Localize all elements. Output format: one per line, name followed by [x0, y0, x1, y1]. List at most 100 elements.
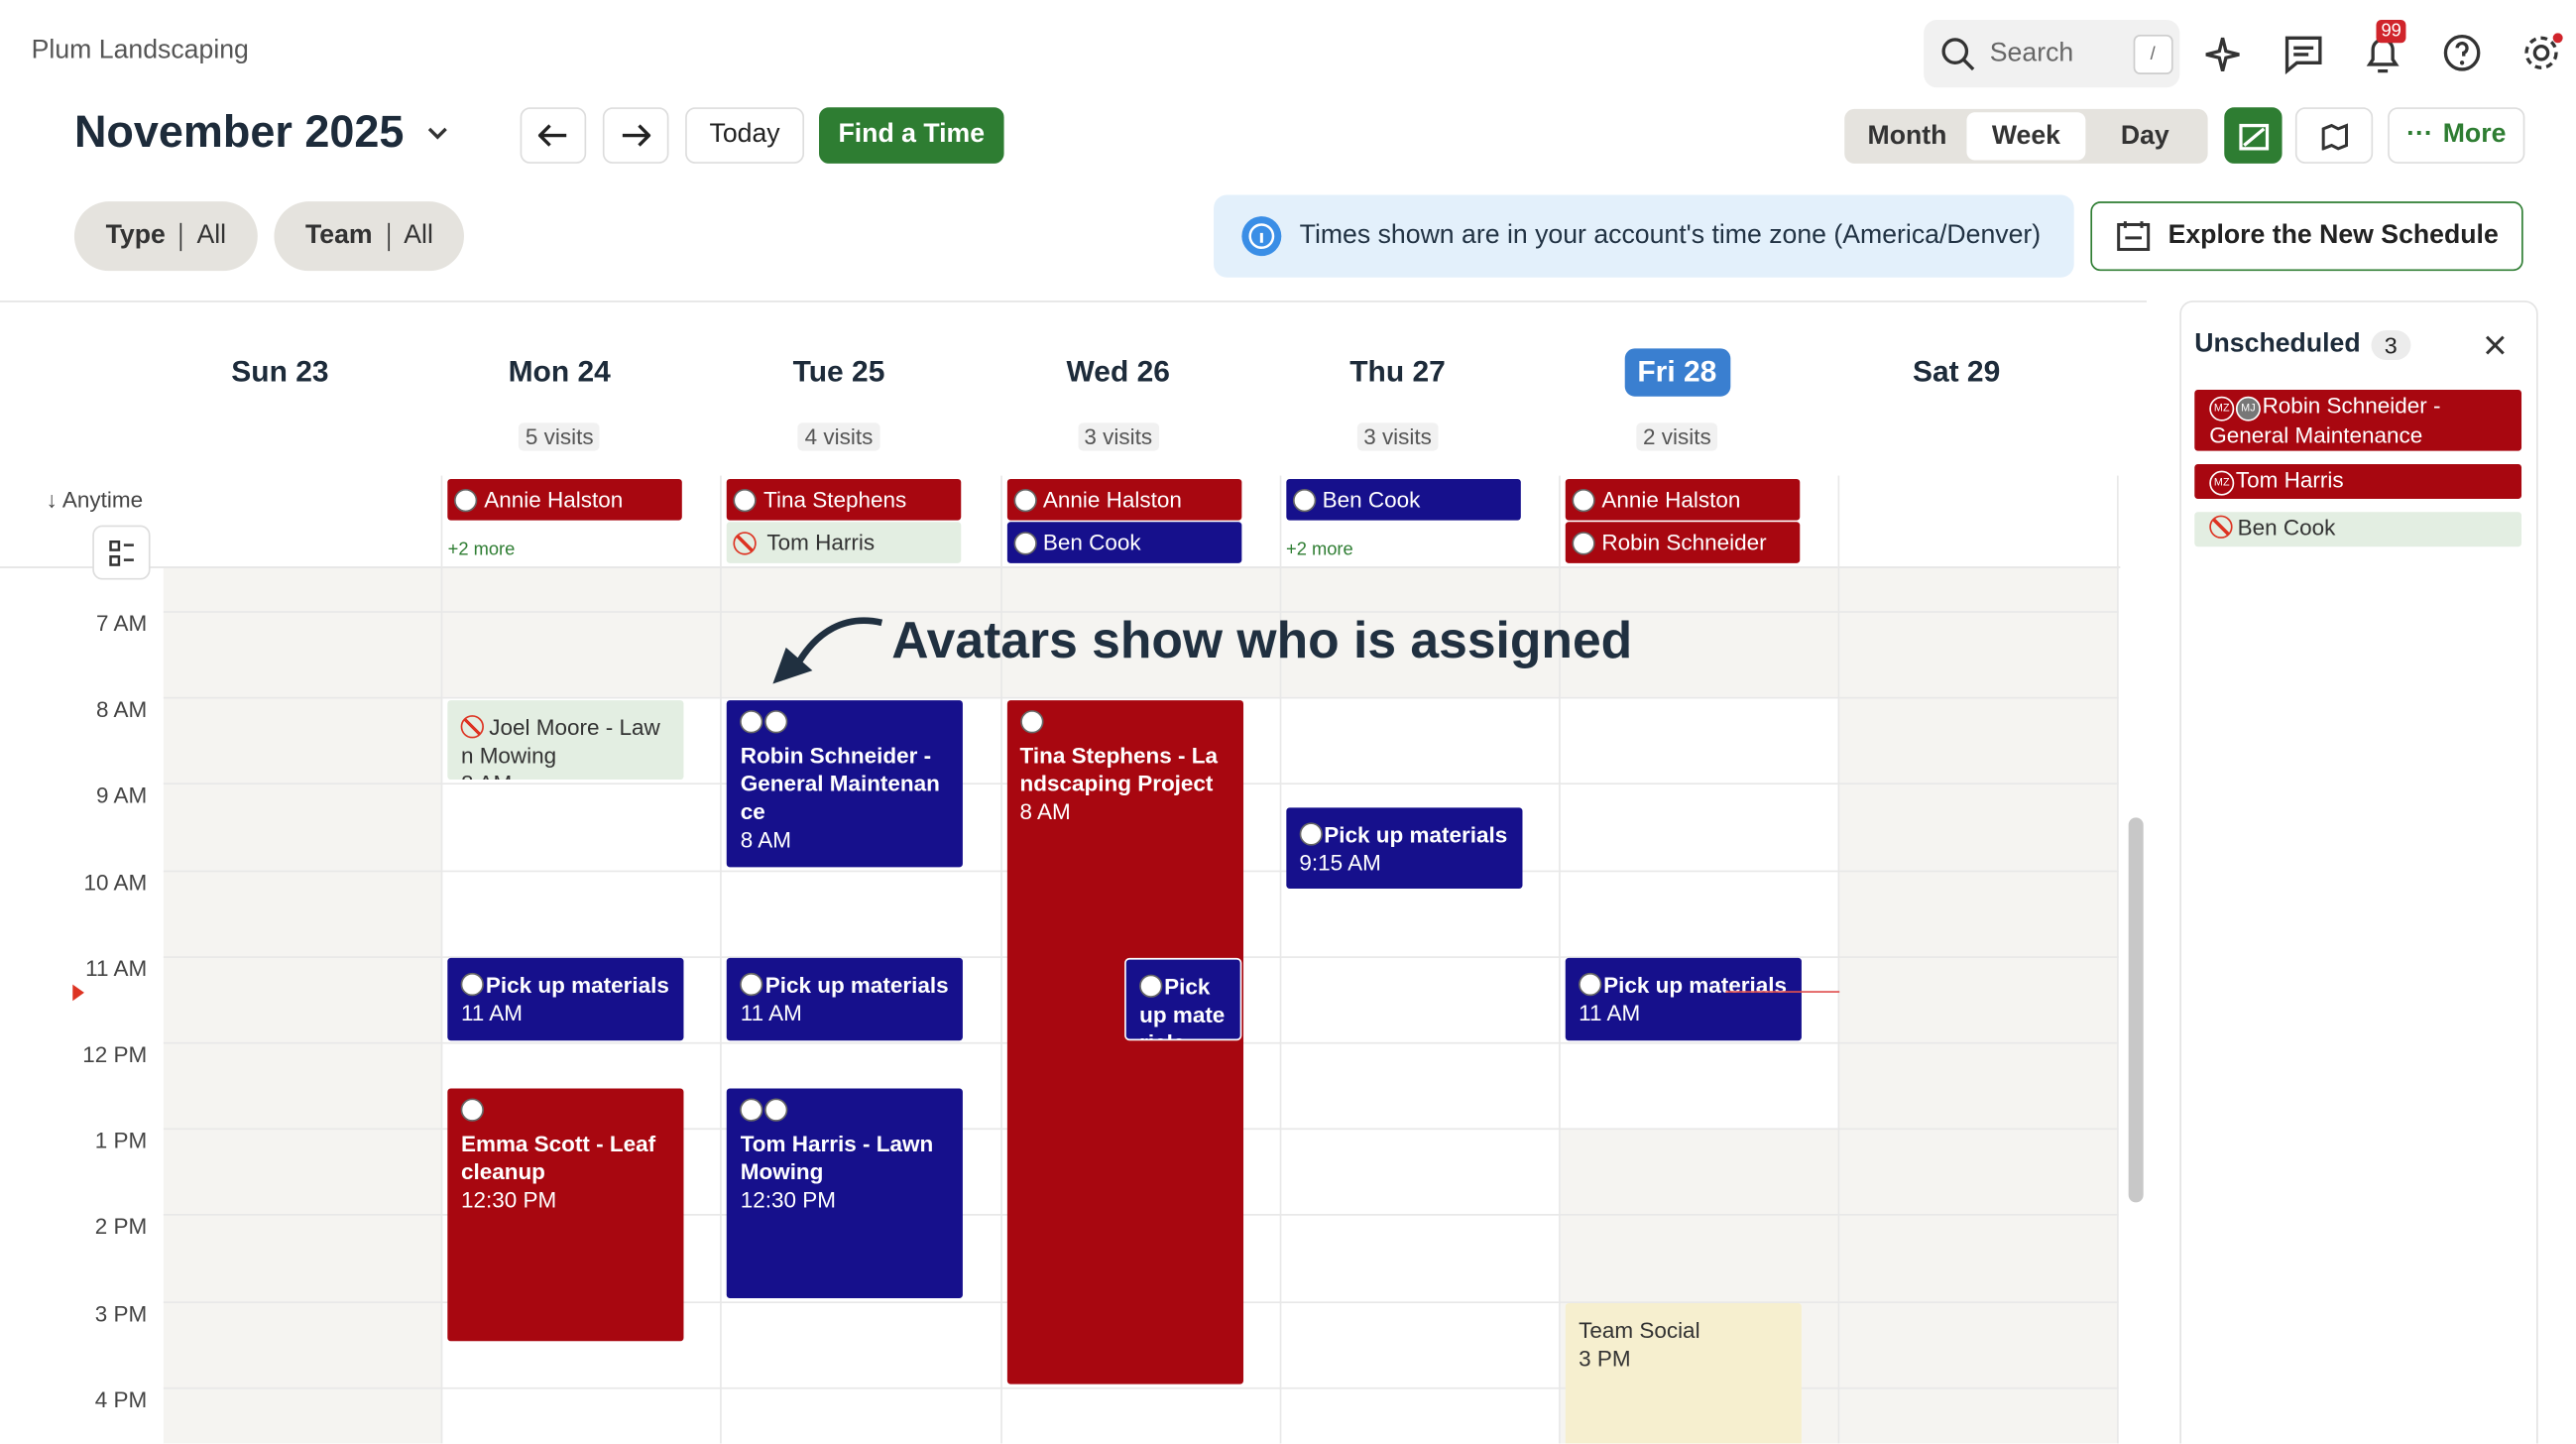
next-button[interactable]	[602, 107, 669, 164]
day-header[interactable]: Wed 26	[1019, 355, 1218, 390]
hour-label: 10 AM	[83, 869, 148, 895]
item-title: Tom Harris	[2235, 467, 2344, 493]
event-title: Annie Halston	[484, 487, 624, 513]
period-title[interactable]: November 2025	[74, 107, 447, 159]
messages-icon[interactable]	[2283, 33, 2325, 75]
day-line	[720, 475, 723, 1444]
view-option[interactable]: Week	[1966, 112, 2086, 161]
event-time: 8 AM	[461, 770, 671, 780]
event[interactable]: Tina Stephens - Landscaping Project 8 AM	[1006, 700, 1243, 1384]
day-header[interactable]: Thu 27	[1299, 355, 1497, 390]
anytime-event[interactable]: Annie Halston	[1006, 478, 1241, 521]
hour-label: 7 AM	[95, 611, 148, 637]
hour-line	[163, 611, 2120, 613]
event-time: 12:30 PM	[460, 1187, 557, 1213]
anytime-event[interactable]: Annie Halston	[1565, 478, 1801, 521]
scrollbar[interactable]	[2128, 817, 2144, 1203]
view-option[interactable]: Day	[2120, 121, 2169, 150]
timezone-note: Times shown are in your account's time z…	[1214, 194, 2074, 278]
filter-label: Team	[304, 221, 373, 250]
day-header[interactable]: Fri 28	[1578, 348, 1776, 397]
view-option[interactable]: Month	[1867, 121, 1947, 150]
event-title: Tina Stephens - Landscaping Project	[1019, 743, 1219, 796]
day-header[interactable]: Sat 29	[1857, 355, 2055, 390]
help-icon[interactable]	[2442, 33, 2485, 75]
more-link[interactable]: +2 more	[1285, 540, 1353, 560]
day-header[interactable]: Sun 23	[181, 355, 380, 390]
filter-pill[interactable]: Team All	[274, 201, 465, 272]
off-hours	[163, 567, 443, 1444]
event[interactable]: Tom Harris - Lawn Mowing 12:30 PM	[727, 1088, 964, 1298]
filter-pill[interactable]: Type All	[73, 201, 258, 272]
today-button[interactable]: Today	[685, 107, 805, 164]
unscheduled-item[interactable]: MZ Tom Harris	[2194, 463, 2522, 499]
explore-button[interactable]: Explore the New Schedule	[2090, 201, 2523, 272]
find-time-button[interactable]: Find a Time	[819, 107, 1004, 164]
unscheduled-item[interactable]: Ben Cook	[2194, 512, 2522, 547]
avatar-initials: MZ	[2209, 396, 2235, 421]
now-line	[1725, 991, 1840, 993]
ai-icon[interactable]	[2203, 33, 2246, 75]
anytime-event[interactable]: Ben Cook	[1285, 478, 1521, 521]
more-link[interactable]: +2 more	[447, 540, 516, 560]
arrow-right	[622, 124, 651, 147]
avatar	[1572, 488, 1595, 512]
close-icon[interactable]	[2485, 335, 2505, 355]
event-title-line: Pick up materials	[740, 963, 951, 1000]
search[interactable]: Search /	[1924, 19, 2180, 88]
avatar	[1572, 531, 1595, 554]
event[interactable]: Pick up materials 9:15 AM	[1285, 807, 1523, 889]
hour-label: 12 PM	[82, 1041, 148, 1067]
unscheduled-item[interactable]: MZ MJ Robin Schneider - General Maintenanc…	[2194, 390, 2522, 451]
anytime-event[interactable]: Robin Schneider	[1565, 522, 1801, 563]
calendar-toggle[interactable]	[2224, 107, 2283, 164]
event[interactable]: Joel Moore - Lawn Mowing8 AM	[447, 700, 684, 781]
avatar-row	[740, 1093, 951, 1130]
event[interactable]: Robin Schneider - General Maintenance 8 A…	[727, 700, 964, 868]
settings-icon[interactable]	[2521, 33, 2564, 75]
avatar	[460, 972, 485, 997]
event-title-line: Team Social	[1579, 1308, 1789, 1345]
event-title: Pick up materials	[485, 972, 669, 998]
prev-button[interactable]	[520, 107, 587, 164]
event-title-line: Pick up materials	[1299, 812, 1509, 849]
hour-label: 4 PM	[94, 1386, 148, 1412]
view-toggle: Month Week Day	[1844, 108, 2208, 164]
event[interactable]: Emma Scott - Leaf cleanup 12:30 PM	[447, 1088, 684, 1342]
arrow-left	[537, 124, 567, 147]
anytime-event[interactable]: Annie Halston	[447, 478, 683, 521]
anytime-event[interactable]: Tom Harris	[727, 522, 962, 563]
dots: ···	[2406, 120, 2433, 149]
more-button[interactable]: ··· More	[2388, 107, 2525, 164]
event-title: Pick up materials	[1603, 972, 1788, 998]
filter-value: All	[404, 221, 433, 250]
divider	[0, 301, 2147, 302]
map-button[interactable]	[2294, 107, 2374, 164]
day-header[interactable]: Tue 25	[740, 355, 938, 390]
event-title: Team Social	[1579, 1317, 1700, 1343]
avatar-row	[1019, 705, 1230, 742]
day-header[interactable]: Mon 24	[460, 355, 658, 390]
search-icon	[1941, 37, 1975, 70]
unassigned-icon	[734, 531, 758, 554]
event[interactable]: Team Social 3 PM	[1565, 1302, 1802, 1444]
avatar	[460, 1098, 485, 1122]
layout-button[interactable]	[92, 525, 151, 580]
anytime-event[interactable]: Tina Stephens	[727, 478, 962, 521]
brand: Plum Landscaping	[31, 36, 249, 64]
day-label: Mon 24	[508, 355, 611, 389]
explore-label: Explore the New Schedule	[2167, 221, 2499, 250]
visits: 5 visits	[519, 422, 601, 451]
anytime-event[interactable]: Ben Cook	[1006, 522, 1241, 563]
list-icon	[108, 540, 134, 565]
filter-separator	[179, 221, 182, 251]
notification-badge: 99	[2376, 19, 2406, 44]
map-icon	[2320, 123, 2348, 151]
event-time: 3 PM	[1579, 1346, 1631, 1372]
day-line	[1837, 475, 1840, 1444]
event-title: Robin Schneider	[1601, 530, 1767, 555]
